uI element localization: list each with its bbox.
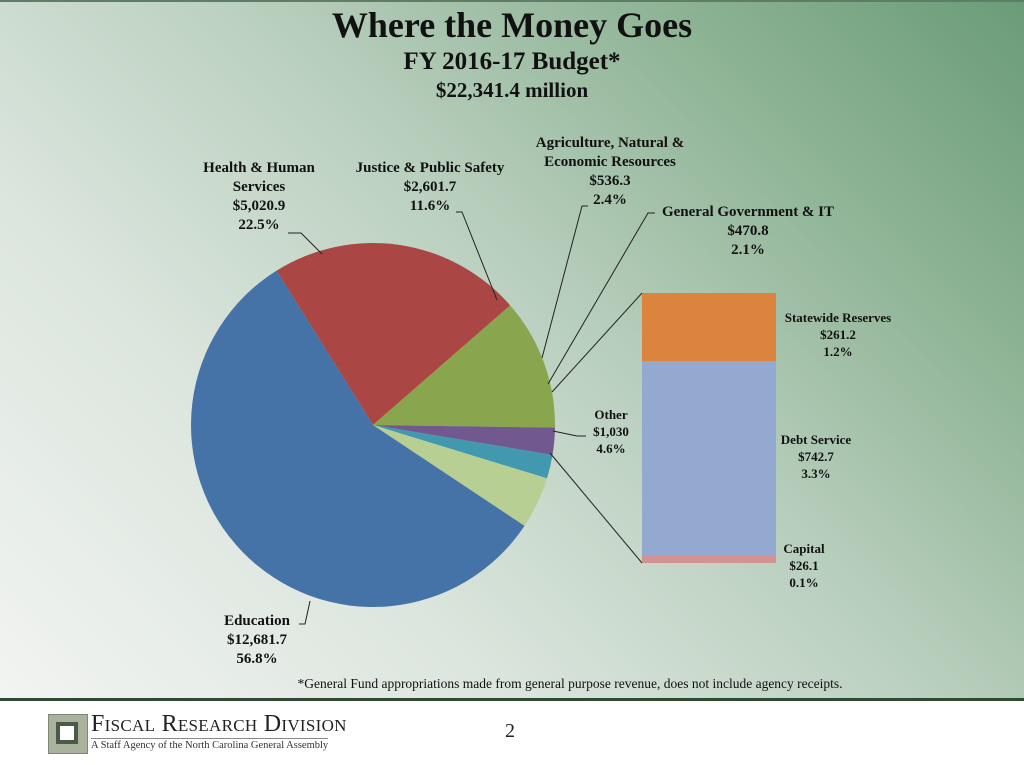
page-number: 2	[505, 720, 515, 742]
pie-slices	[190, 243, 555, 608]
leader-line-gg	[547, 212, 655, 385]
label-debt-service: Debt Service $742.7 3.3%	[780, 432, 852, 481]
bar-segment-capital	[642, 556, 776, 563]
footer	[0, 701, 1024, 765]
label-health-human-services: Health & Human Services $5,020.9 22.5%	[203, 160, 315, 233]
connector-line-bottom	[549, 452, 643, 564]
slice-general-government	[373, 425, 553, 479]
label-general-government: General Government & IT $470.8 2.1%	[661, 204, 835, 258]
leader-line-jps	[456, 211, 498, 301]
leader-line-edu	[299, 600, 311, 625]
slice-health-human-services	[276, 243, 511, 425]
label-education: Education $12,681.7 56.8%	[224, 613, 290, 667]
slice-justice-public-safety	[373, 305, 555, 428]
slice-agriculture	[373, 425, 555, 455]
bar-segment-debt	[642, 361, 776, 556]
label-capital: Capital $26.1 0.1%	[783, 541, 825, 590]
chart-subtitle: FY 2016-17 Budget*	[403, 48, 621, 75]
label-agriculture: Agriculture, Natural & Economic Resources…	[535, 135, 685, 208]
footer-rule	[0, 698, 1024, 701]
label-other: Other $1,030 4.6%	[593, 407, 629, 456]
fiscal-research-logo-icon	[48, 714, 88, 754]
leader-line-hhs	[288, 232, 323, 255]
connector-line-top	[551, 292, 643, 393]
slice-other	[373, 425, 547, 526]
footnote: *General Fund appropriations made from g…	[297, 676, 843, 691]
bar-segment-reserves	[642, 293, 776, 361]
chart-title: Where the Money Goes	[331, 5, 693, 45]
chart-total: $22,341.4 million	[435, 78, 589, 102]
leader-line-ag	[541, 205, 588, 359]
leader-line-other	[552, 430, 586, 437]
org-name: Fiscal Research Division	[91, 711, 347, 737]
org-subtitle: A Staff Agency of the North Carolina Gen…	[91, 738, 329, 751]
label-statewide-reserves: Statewide Reserves $261.2 1.2%	[784, 310, 892, 359]
pie-chart	[190, 205, 776, 625]
top-border	[0, 0, 1024, 2]
label-justice-public-safety: Justice & Public Safety $2,601.7 11.6%	[355, 160, 505, 214]
slice-education	[190, 270, 525, 608]
